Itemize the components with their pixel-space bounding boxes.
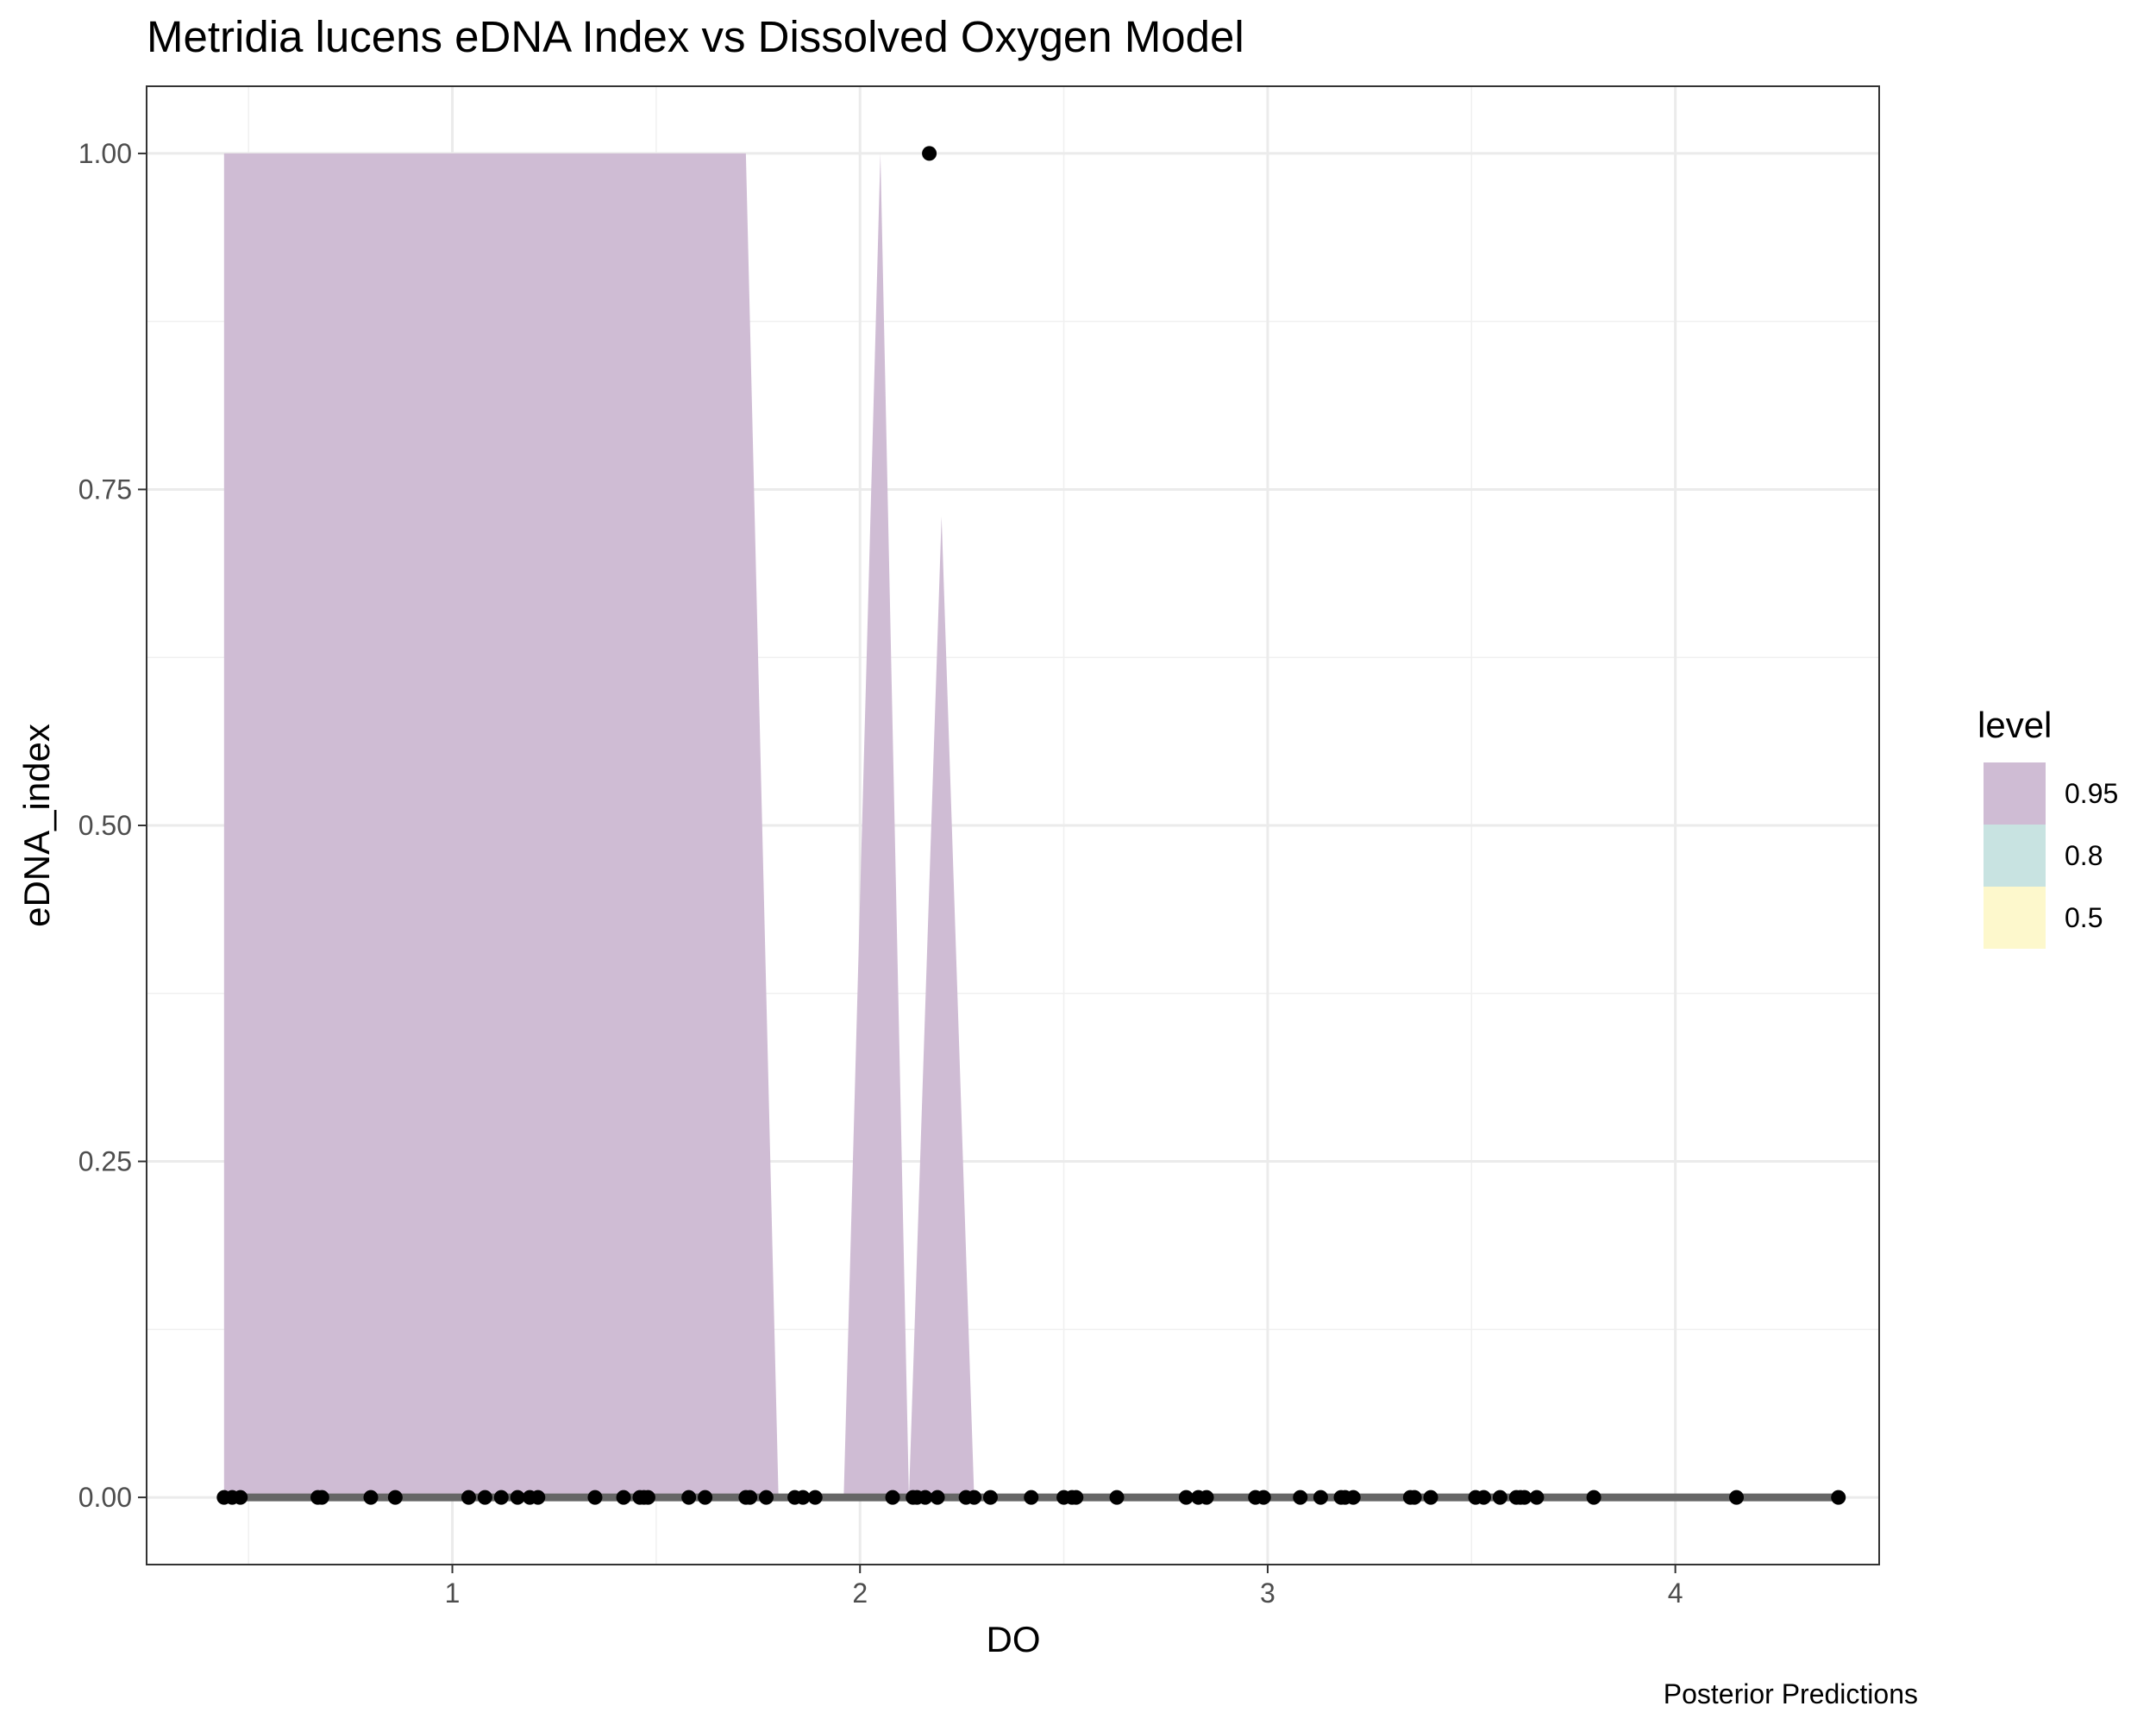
data-point-24 [795,1490,811,1505]
data-point-42 [1199,1490,1214,1505]
chart-caption: Posterior Predictions [1664,1678,1918,1709]
data-point-2 [233,1490,248,1505]
data-point-55 [1492,1490,1507,1505]
data-point-29 [918,1490,933,1505]
legend-key-1 [1984,825,2046,887]
y-tick-label-3: 0.75 [78,474,132,505]
data-point-25 [807,1490,823,1505]
data-point-35 [1024,1490,1039,1505]
y-tick-label-2: 0.50 [78,810,132,841]
data-point-54 [1476,1490,1491,1505]
data-point-58 [1517,1490,1532,1505]
data-point-7 [461,1490,476,1505]
y-tick-label-0: 0.00 [78,1482,132,1513]
data-point-39 [1109,1490,1125,1505]
data-point-40 [1178,1490,1194,1505]
plot-panel [146,85,1880,1565]
legend-key-2 [1984,887,2046,949]
data-point-61 [1729,1490,1745,1505]
points [216,146,1846,1505]
data-point-38 [1069,1490,1084,1505]
data-point-17 [640,1490,655,1505]
data-point-26 [885,1490,900,1505]
data-point-4 [314,1490,329,1505]
data-point-52 [1423,1490,1438,1505]
data-point-44 [1256,1490,1271,1505]
legend-title: level [1977,705,2052,745]
y-tick-label-4: 1.00 [78,138,132,169]
data-point-62 [1831,1490,1846,1505]
data-point-60 [1586,1490,1601,1505]
ribbons [223,153,975,1498]
data-point-46 [1313,1490,1328,1505]
data-point-34 [983,1490,999,1505]
data-point-13 [587,1490,603,1505]
data-point-33 [967,1490,982,1505]
ribbon-95-segment-1 [843,153,909,1498]
x-tick-label-0: 1 [445,1578,461,1609]
data-point-21 [743,1490,758,1505]
data-point-9 [493,1490,509,1505]
legend: level 0.95 0.8 0.5 [1977,705,2118,949]
data-point-5 [363,1490,379,1505]
y-axis-title: eDNA_index [16,724,57,927]
data-point-8 [477,1490,492,1505]
data-point-14 [616,1490,631,1505]
legend-key-0 [1984,762,2046,825]
ribbon-95-segment-2 [908,516,975,1498]
ribbon-95-segment-0 [223,153,779,1498]
data-point-59 [1529,1490,1545,1505]
data-point-10 [510,1490,525,1505]
x-tick-label-1: 2 [852,1578,868,1609]
y-tick-label-1: 0.25 [78,1146,132,1177]
legend-label-0: 0.95 [2065,778,2118,809]
data-point-19 [698,1490,713,1505]
legend-label-1: 0.8 [2065,840,2103,871]
data-point-45 [1293,1490,1308,1505]
legend-label-2: 0.5 [2065,902,2103,933]
data-point-30 [922,146,937,161]
data-point-6 [387,1490,403,1505]
data-point-18 [681,1490,697,1505]
data-point-12 [530,1490,546,1505]
x-tick-label-3: 4 [1668,1578,1683,1609]
x-axis-title: DO [987,1619,1041,1659]
x-tick-label-2: 3 [1260,1578,1275,1609]
data-point-49 [1345,1490,1361,1505]
data-point-51 [1407,1490,1422,1505]
legend-keys: 0.95 0.8 0.5 [1984,762,2118,949]
data-point-31 [930,1490,945,1505]
y-axis: 0.00 0.25 0.50 0.75 1.00 [78,138,147,1513]
data-point-22 [759,1490,774,1505]
chart-title: Metridia lucens eDNA Index vs Dissolved … [147,12,1244,61]
x-axis: 1 2 3 4 [445,1565,1683,1609]
